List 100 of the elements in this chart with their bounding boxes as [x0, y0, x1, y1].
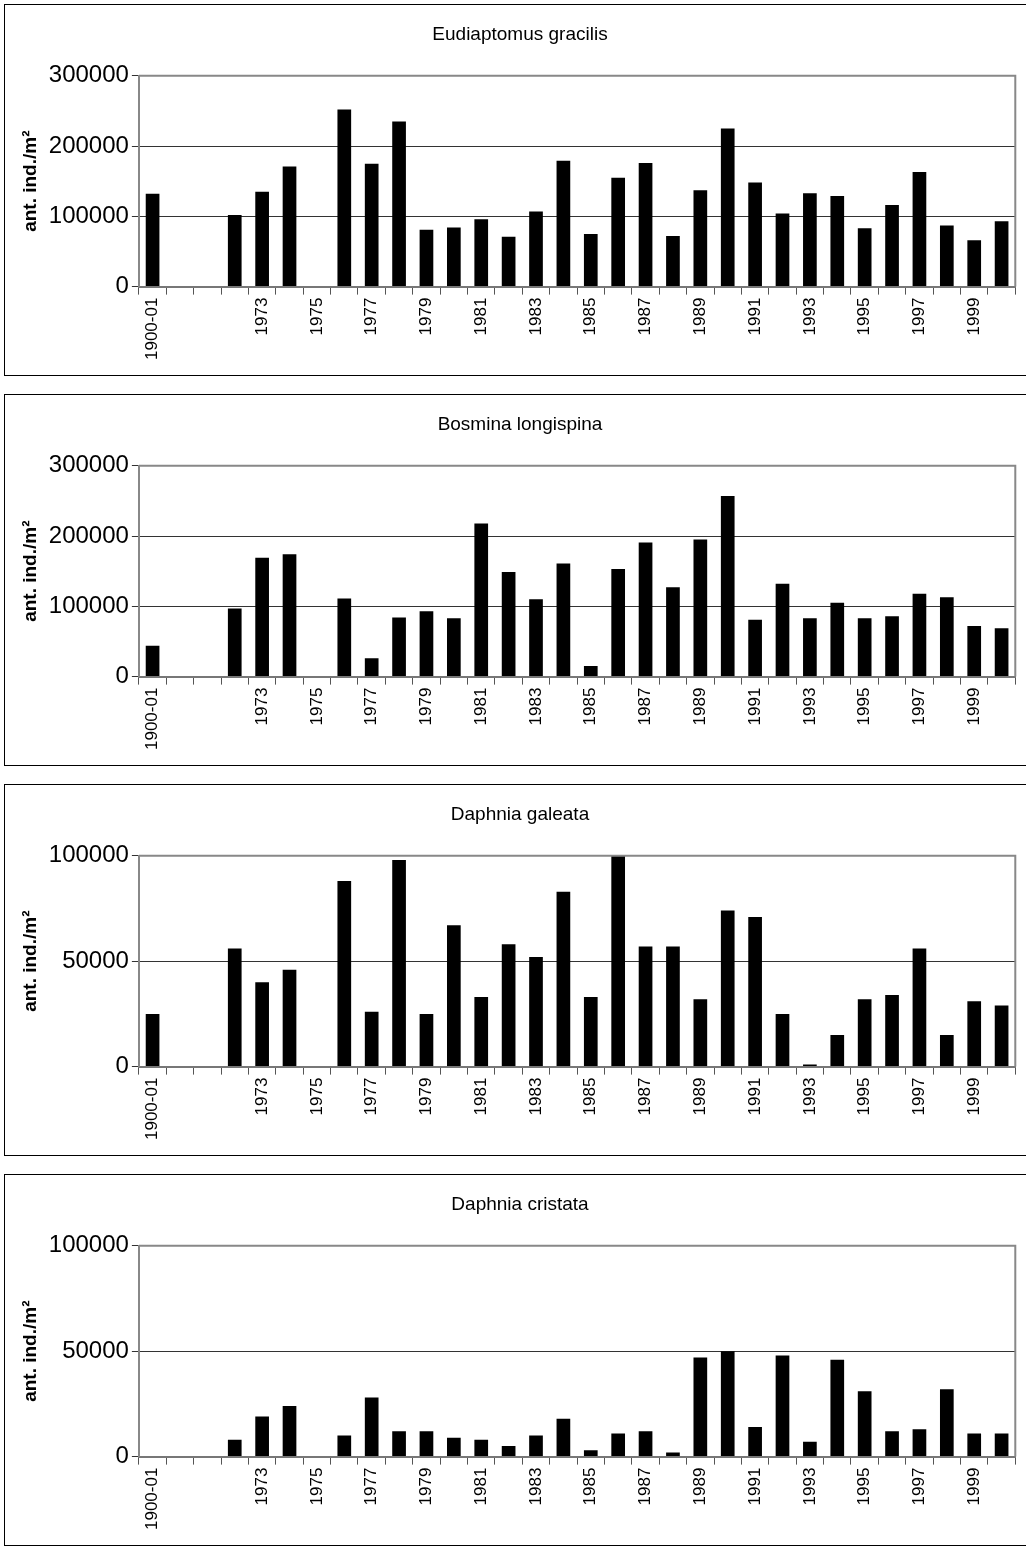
y-axis-title: ant. ind./m² [18, 520, 40, 622]
x-tick-label: 1983 [525, 297, 545, 336]
bar [939, 1389, 954, 1457]
x-tick-label: 1989 [690, 297, 710, 336]
x-tick-label: 1997 [909, 687, 929, 726]
bar [556, 891, 571, 1067]
x-tick-label: 1999 [963, 687, 983, 726]
y-tick-label: 0 [115, 1441, 129, 1469]
y-tick-label: 300000 [48, 60, 129, 88]
bar [529, 211, 543, 287]
bar [611, 177, 626, 287]
bar [419, 229, 434, 287]
bar [939, 597, 954, 677]
x-tick-label: 1975 [306, 1467, 326, 1506]
bar [830, 1034, 845, 1067]
x-tick-label: 1997 [909, 1077, 929, 1116]
bar [775, 1013, 790, 1067]
bar [720, 1351, 735, 1457]
x-tick-label: 1973 [251, 687, 271, 726]
bar [912, 1429, 927, 1457]
x-tick-label: 1991 [744, 297, 764, 336]
bar [419, 1431, 434, 1457]
bar [255, 982, 269, 1067]
bar [666, 587, 680, 677]
x-tick-label: 1985 [580, 687, 600, 726]
x-tick-label: 1999 [963, 1467, 983, 1506]
bar [611, 569, 626, 677]
x-tick-label: 1991 [744, 1467, 764, 1506]
bar [419, 611, 434, 677]
bar [501, 571, 516, 677]
x-tick-label: 1983 [525, 687, 545, 726]
y-tick-label: 0 [115, 1051, 129, 1079]
y-axis-title: ant. ind./m² [18, 1300, 40, 1402]
bar [693, 999, 708, 1067]
y-tick-label: 100000 [48, 1230, 129, 1258]
x-tick-label: 1981 [470, 1467, 490, 1506]
bar [994, 628, 1009, 677]
bar [583, 1450, 598, 1457]
bar [227, 608, 242, 677]
x-tick-label: 1975 [306, 687, 326, 726]
bar [803, 193, 817, 287]
bar [227, 948, 242, 1067]
x-tick-label: 1973 [251, 297, 271, 336]
bar [392, 860, 406, 1067]
bar [474, 997, 489, 1067]
x-tick-label: 1977 [361, 1467, 381, 1506]
x-tick-label: 1993 [799, 1077, 819, 1116]
y-tick-label: 300000 [48, 450, 129, 478]
x-tick-label: 1985 [580, 1467, 600, 1506]
bar [611, 1433, 626, 1457]
x-tick-label: 1973 [251, 1467, 271, 1506]
y-tick-label: 200000 [48, 130, 129, 158]
x-tick-label: 1979 [416, 687, 436, 726]
bar [501, 236, 516, 287]
bar [392, 1431, 406, 1457]
bar [803, 618, 817, 677]
bar [447, 227, 461, 287]
bar [556, 1418, 571, 1457]
x-tick-label: 1995 [854, 1077, 874, 1116]
x-tick-label: 1975 [306, 297, 326, 336]
y-tick-label: 50000 [62, 945, 129, 973]
bar [912, 948, 927, 1067]
bar [666, 1452, 680, 1457]
bar [693, 1357, 708, 1457]
y-tick-label: 0 [115, 271, 129, 299]
x-tick-label: 1900-01 [142, 687, 162, 750]
bar [885, 205, 899, 287]
x-tick-label: 1987 [635, 687, 655, 726]
x-tick-label: 1995 [854, 1467, 874, 1506]
bar [720, 910, 735, 1067]
bar [227, 214, 242, 287]
bar [583, 233, 598, 287]
x-tick-label: 1989 [690, 1077, 710, 1116]
bar [720, 496, 735, 677]
bar [830, 602, 845, 677]
x-tick-label: 1977 [361, 297, 381, 336]
bar [830, 195, 845, 287]
bar [501, 1446, 516, 1457]
bar [282, 554, 297, 677]
bar [337, 598, 352, 677]
bar [392, 121, 406, 287]
y-tick-label: 50000 [62, 1335, 129, 1363]
bar [775, 213, 790, 287]
bar [638, 946, 653, 1067]
bar [364, 1397, 379, 1457]
x-tick-label: 1991 [744, 1077, 764, 1116]
x-tick-label: 1993 [799, 687, 819, 726]
x-tick-label: 1979 [416, 1077, 436, 1116]
x-tick-label: 1989 [690, 1467, 710, 1506]
bar [830, 1359, 845, 1457]
x-tick-label: 1995 [854, 297, 874, 336]
bar [885, 1431, 899, 1457]
bar [364, 658, 379, 677]
y-tick-label: 100000 [48, 840, 129, 868]
x-tick-label: 1983 [525, 1467, 545, 1506]
bar [447, 1437, 461, 1457]
bar [474, 523, 489, 677]
bar [967, 240, 982, 287]
x-tick-label: 1900-01 [142, 1467, 162, 1530]
y-tick-label: 200000 [48, 520, 129, 548]
